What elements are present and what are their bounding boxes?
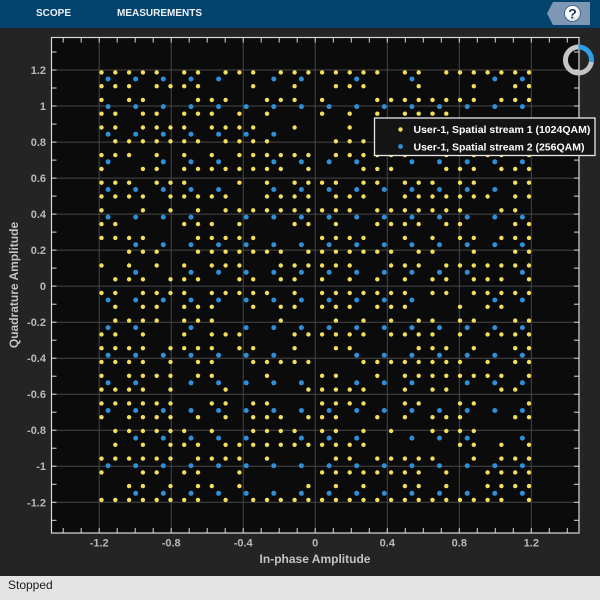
svg-text:-1.2: -1.2 (27, 497, 46, 509)
svg-text:-0.4: -0.4 (27, 353, 47, 365)
svg-text:-1.2: -1.2 (90, 538, 109, 550)
svg-text:1.2: 1.2 (524, 538, 539, 550)
svg-text:In-phase Amplitude: In-phase Amplitude (260, 552, 371, 566)
svg-text:-0.2: -0.2 (27, 317, 46, 329)
svg-text:-1: -1 (36, 461, 46, 473)
svg-text:0: 0 (40, 281, 46, 293)
svg-text:?: ? (568, 6, 577, 22)
svg-text:0.6: 0.6 (31, 173, 46, 185)
svg-text:0.8: 0.8 (452, 538, 467, 550)
svg-text:User-1, Spatial stream 1 (1024: User-1, Spatial stream 1 (1024QAM) (414, 124, 591, 136)
svg-text:1: 1 (40, 101, 46, 113)
svg-text:0.2: 0.2 (31, 245, 46, 257)
svg-text:0: 0 (312, 538, 318, 550)
svg-text:Quadrature Amplitude: Quadrature Amplitude (7, 222, 21, 349)
svg-text:-0.4: -0.4 (234, 538, 254, 550)
svg-text:0.4: 0.4 (31, 209, 47, 221)
svg-text:-0.8: -0.8 (27, 425, 46, 437)
svg-text:User-1, Spatial stream 2 (256Q: User-1, Spatial stream 2 (256QAM) (414, 142, 585, 154)
svg-text:1.2: 1.2 (31, 65, 46, 77)
svg-text:0.4: 0.4 (380, 538, 396, 550)
svg-text:-0.8: -0.8 (162, 538, 181, 550)
svg-text:-0.6: -0.6 (27, 389, 46, 401)
svg-text:0.8: 0.8 (31, 137, 46, 149)
